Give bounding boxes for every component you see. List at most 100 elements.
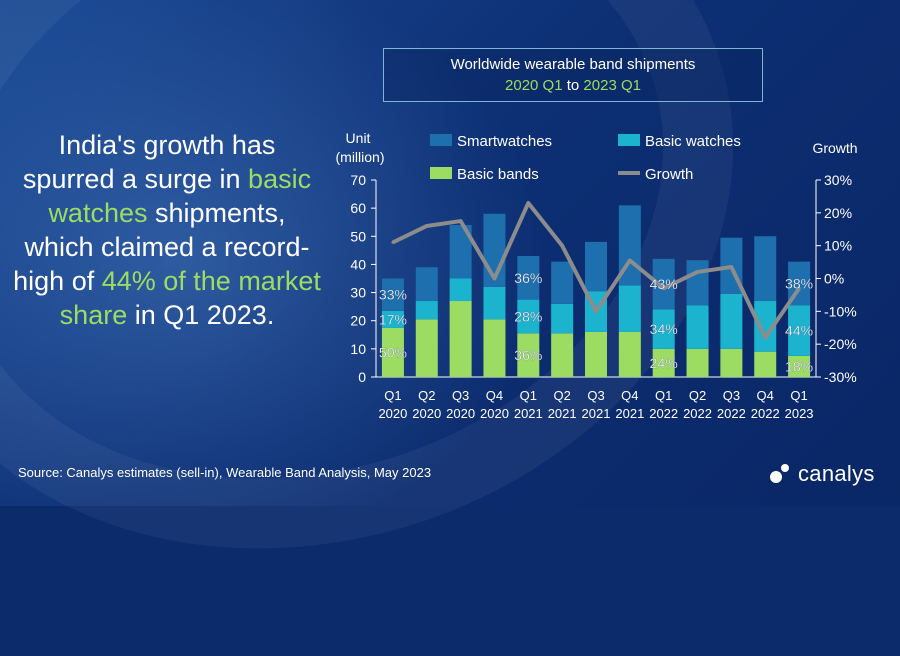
bar-basic-watches	[415, 301, 438, 320]
bar-basic-watches	[618, 285, 641, 332]
headline-part-1: India's growth has spurred a surge in	[22, 130, 276, 194]
y-tick-label: 30	[350, 285, 366, 301]
x-tick-label-year: 2020	[378, 406, 407, 421]
y2-tick-label: 10%	[824, 238, 852, 254]
share-label-basic-bands: 50%	[379, 344, 407, 360]
y-axis-label-line1: Unit	[346, 130, 371, 146]
legend-swatch-basic-bands	[430, 167, 452, 179]
x-tick-label-quarter: Q2	[689, 388, 706, 403]
share-label-smartwatches: 43%	[650, 276, 678, 292]
y2-tick-label: -20%	[824, 336, 857, 352]
y-tick-label: 20	[350, 313, 366, 329]
bar-smartwatches	[686, 260, 709, 306]
y-tick-label: 50	[350, 228, 366, 244]
growth-point	[560, 244, 564, 248]
share-label-smartwatches: 36%	[514, 270, 542, 286]
y2-tick-label: -10%	[824, 303, 857, 319]
bar-basic-bands	[551, 333, 574, 377]
bar-basic-watches	[652, 309, 675, 349]
x-tick-label-quarter: Q4	[621, 388, 638, 403]
bar-basic-bands	[652, 348, 675, 377]
bar-basic-watches	[517, 299, 540, 334]
x-tick-label-quarter: Q3	[723, 388, 740, 403]
x-tick-label-year: 2022	[751, 406, 780, 421]
bar-basic-watches	[483, 286, 506, 320]
bar-smartwatches	[585, 241, 607, 292]
growth-point	[526, 201, 530, 205]
y2-tick-label: 0%	[824, 271, 844, 287]
growth-point	[425, 224, 429, 228]
share-label-basic-watches: 28%	[514, 308, 542, 324]
subtitle-to: 2023 Q1	[583, 77, 641, 94]
y-tick-label: 10	[350, 341, 366, 357]
x-tick-label-quarter: Q1	[520, 388, 537, 403]
growth-point	[594, 309, 598, 313]
bar-smartwatches	[381, 278, 404, 311]
x-tick-label-year: 2021	[582, 406, 611, 421]
x-tick-label-year: 2022	[717, 406, 746, 421]
x-tick-label-quarter: Q3	[452, 388, 469, 403]
bar-basic-bands	[415, 319, 438, 377]
shipments-chart: 0 10 20 30 40 50 60 70 -30% -20% -10% 0% 10% 20% 30% Un…	[336, 130, 858, 421]
share-label-basic-watches: 34%	[650, 321, 678, 337]
x-tick-label-year: 2020	[412, 406, 441, 421]
x-tick-label-year: 2021	[514, 406, 543, 421]
x-tick-label-quarter: Q2	[418, 388, 435, 403]
bar-smartwatches	[754, 236, 777, 302]
y-axis-label-line2: (million)	[336, 149, 385, 165]
bar-smartwatches	[517, 255, 540, 300]
legend-label-basic-bands: Basic bands	[457, 166, 539, 183]
x-tick-label-year: 2020	[446, 406, 475, 421]
bar-basic-bands	[686, 348, 709, 377]
share-label-basic-watches: 44%	[785, 323, 813, 339]
x-tick-label-quarter: Q3	[587, 388, 604, 403]
y-tick-label: 70	[350, 172, 366, 188]
headline-highlight-share: 44% of the market share	[59, 266, 321, 330]
bar-smartwatches	[551, 261, 574, 304]
legend-label-basic-watches: Basic watches	[645, 133, 741, 150]
bar-basic-bands	[720, 348, 743, 377]
x-tick-label-year: 2022	[649, 406, 678, 421]
bar-basic-bands	[449, 301, 472, 377]
x-tick-label-year: 2022	[683, 406, 712, 421]
bar-basic-bands	[754, 351, 777, 377]
x-tick-label-year: 2023	[785, 406, 814, 421]
share-label-basic-bands: 36%	[514, 347, 542, 363]
bar-smartwatches	[652, 258, 675, 310]
x-tick-label-year: 2020	[480, 406, 509, 421]
bar-basic-watches	[720, 293, 743, 349]
canalys-logo-icon	[770, 464, 789, 483]
growth-point	[763, 336, 767, 340]
bar-basic-watches	[551, 303, 574, 334]
bar-smartwatches	[449, 225, 472, 279]
bar-basic-watches	[788, 305, 811, 356]
growth-point	[662, 286, 666, 290]
share-label-smartwatches: 33%	[379, 287, 407, 303]
x-tick-label-year: 2021	[615, 406, 644, 421]
subtitle-to-word: to	[566, 77, 580, 94]
bar-basic-watches	[754, 301, 777, 352]
bar-basic-bands	[788, 355, 811, 377]
share-label-smartwatches: 38%	[785, 275, 813, 291]
y2-tick-label: 30%	[824, 172, 852, 188]
y2-tick-label: -30%	[824, 369, 857, 385]
bar-basic-bands	[585, 331, 607, 377]
x-tick-label-quarter: Q2	[553, 388, 570, 403]
source-note: Source: Canalys estimates (sell-in), Wea…	[18, 465, 432, 480]
chart-subtitle: 2020 Q1 to 2023 Q1	[384, 75, 762, 96]
share-label-basic-watches: 17%	[379, 311, 407, 327]
bar-basic-watches	[381, 310, 404, 328]
legend-swatch-basic-watches	[618, 134, 640, 146]
chart-title-box: Worldwide wearable band shipments 2020 Q…	[383, 48, 763, 102]
share-label-basic-bands: 18%	[785, 358, 813, 374]
headline-highlight-basic-watches: basic watches	[48, 164, 312, 228]
growth-point	[628, 258, 632, 262]
share-label-basic-bands: 24%	[650, 355, 678, 371]
headline: India's growth has spurred a surge in ba…	[12, 128, 322, 332]
x-tick-label-quarter: Q1	[384, 388, 401, 403]
headline-part-3: shipments, which claimed a record-high o…	[13, 198, 310, 296]
y2-axis-label: Growth	[812, 140, 857, 156]
growth-point	[391, 240, 395, 244]
bar-basic-bands	[381, 327, 404, 377]
growth-point	[492, 277, 496, 280]
